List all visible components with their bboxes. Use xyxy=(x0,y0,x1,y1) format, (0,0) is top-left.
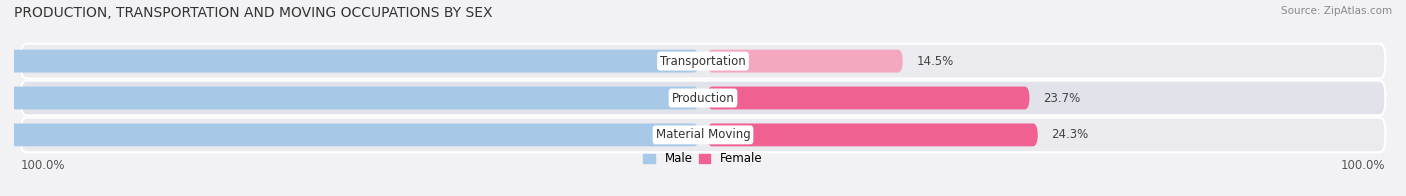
Text: PRODUCTION, TRANSPORTATION AND MOVING OCCUPATIONS BY SEX: PRODUCTION, TRANSPORTATION AND MOVING OC… xyxy=(14,6,492,20)
Text: Material Moving: Material Moving xyxy=(655,128,751,141)
Text: 100.0%: 100.0% xyxy=(21,159,66,172)
FancyBboxPatch shape xyxy=(21,118,1385,152)
FancyBboxPatch shape xyxy=(0,123,699,146)
Text: 23.7%: 23.7% xyxy=(1043,92,1081,104)
Text: 14.5%: 14.5% xyxy=(917,55,953,68)
FancyBboxPatch shape xyxy=(21,44,1385,78)
Text: Production: Production xyxy=(672,92,734,104)
FancyBboxPatch shape xyxy=(707,123,1038,146)
Text: Transportation: Transportation xyxy=(661,55,745,68)
FancyBboxPatch shape xyxy=(0,87,699,109)
FancyBboxPatch shape xyxy=(21,81,1385,115)
FancyBboxPatch shape xyxy=(0,50,699,73)
Text: Source: ZipAtlas.com: Source: ZipAtlas.com xyxy=(1281,6,1392,16)
Text: 100.0%: 100.0% xyxy=(1340,159,1385,172)
FancyBboxPatch shape xyxy=(707,50,903,73)
Legend: Male, Female: Male, Female xyxy=(638,147,768,170)
FancyBboxPatch shape xyxy=(707,87,1029,109)
Text: 24.3%: 24.3% xyxy=(1052,128,1088,141)
